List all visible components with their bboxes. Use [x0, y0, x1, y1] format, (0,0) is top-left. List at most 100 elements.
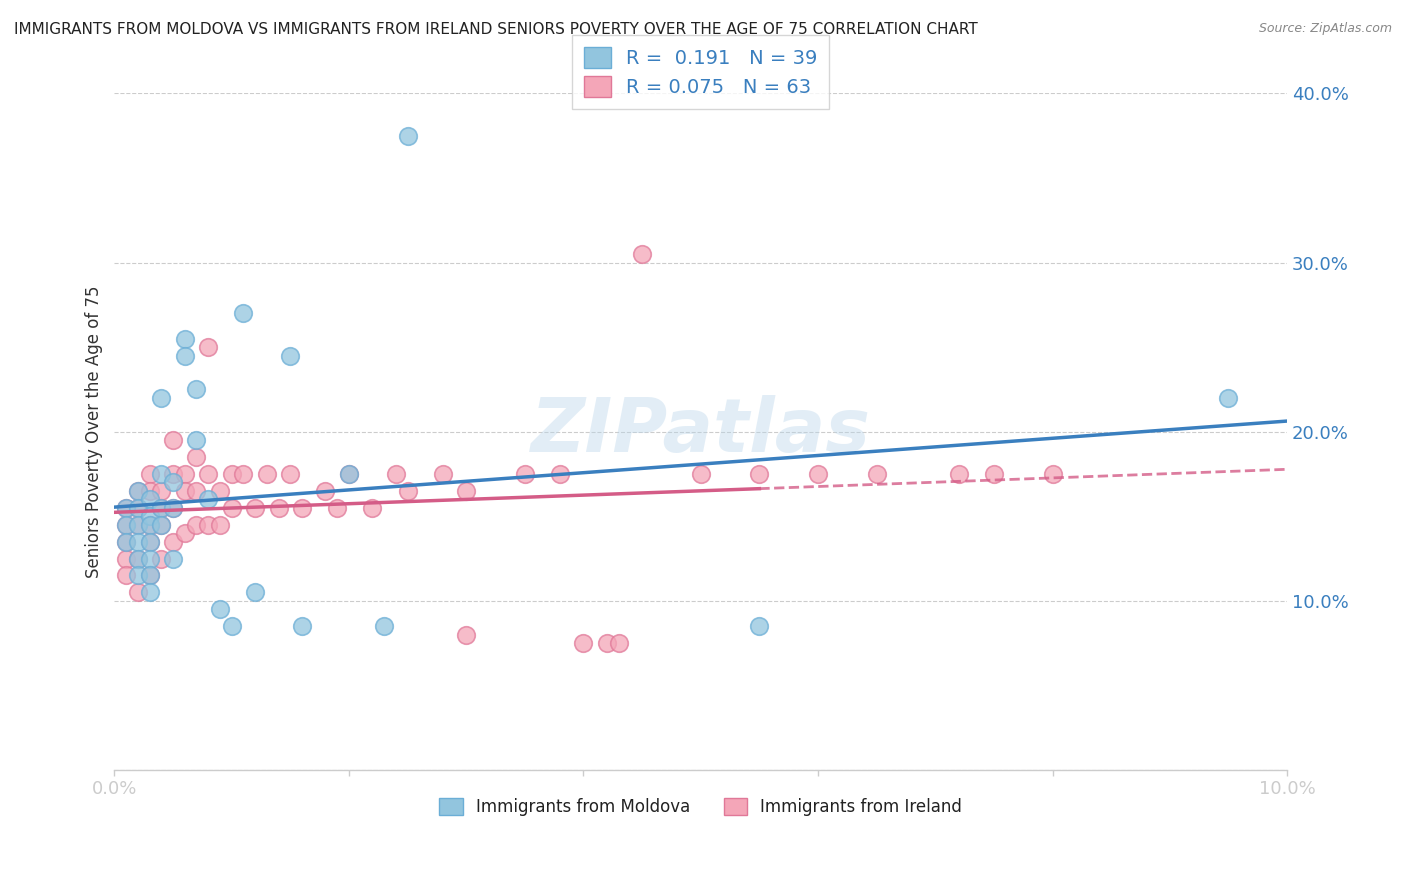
- Point: [162, 500, 184, 515]
- Point: [115, 534, 138, 549]
- Y-axis label: Seniors Poverty Over the Age of 75: Seniors Poverty Over the Age of 75: [86, 285, 103, 578]
- Point: [150, 483, 173, 498]
- Point: [115, 534, 138, 549]
- Point: [432, 467, 454, 481]
- Point: [127, 534, 149, 549]
- Point: [127, 517, 149, 532]
- Point: [162, 551, 184, 566]
- Point: [607, 636, 630, 650]
- Point: [138, 517, 160, 532]
- Point: [278, 349, 301, 363]
- Point: [115, 500, 138, 515]
- Point: [138, 585, 160, 599]
- Point: [221, 619, 243, 633]
- Point: [115, 517, 138, 532]
- Point: [186, 433, 208, 447]
- Point: [173, 332, 195, 346]
- Point: [315, 483, 337, 498]
- Point: [396, 128, 419, 143]
- Point: [138, 551, 160, 566]
- Point: [983, 467, 1005, 481]
- Point: [150, 391, 173, 405]
- Point: [326, 500, 349, 515]
- Point: [150, 517, 173, 532]
- Point: [337, 467, 360, 481]
- Point: [291, 500, 314, 515]
- Point: [127, 517, 149, 532]
- Point: [1218, 391, 1240, 405]
- Point: [232, 306, 254, 320]
- Point: [173, 349, 195, 363]
- Point: [138, 568, 160, 582]
- Point: [150, 467, 173, 481]
- Point: [243, 585, 266, 599]
- Point: [138, 534, 160, 549]
- Point: [396, 483, 419, 498]
- Text: Source: ZipAtlas.com: Source: ZipAtlas.com: [1258, 22, 1392, 36]
- Point: [127, 568, 149, 582]
- Point: [162, 475, 184, 490]
- Point: [456, 483, 478, 498]
- Point: [186, 450, 208, 464]
- Point: [127, 551, 149, 566]
- Point: [278, 467, 301, 481]
- Point: [115, 500, 138, 515]
- Point: [138, 467, 160, 481]
- Point: [456, 628, 478, 642]
- Point: [127, 500, 149, 515]
- Point: [162, 467, 184, 481]
- Point: [1042, 467, 1064, 481]
- Point: [197, 517, 219, 532]
- Point: [572, 636, 595, 650]
- Point: [221, 467, 243, 481]
- Text: ZIPatlas: ZIPatlas: [530, 395, 870, 468]
- Point: [748, 619, 770, 633]
- Point: [127, 585, 149, 599]
- Point: [115, 568, 138, 582]
- Point: [197, 467, 219, 481]
- Point: [138, 517, 160, 532]
- Point: [208, 483, 231, 498]
- Point: [150, 517, 173, 532]
- Text: IMMIGRANTS FROM MOLDOVA VS IMMIGRANTS FROM IRELAND SENIORS POVERTY OVER THE AGE : IMMIGRANTS FROM MOLDOVA VS IMMIGRANTS FR…: [14, 22, 977, 37]
- Point: [162, 534, 184, 549]
- Point: [127, 551, 149, 566]
- Point: [513, 467, 536, 481]
- Point: [807, 467, 830, 481]
- Point: [256, 467, 278, 481]
- Point: [337, 467, 360, 481]
- Point: [631, 247, 654, 261]
- Point: [267, 500, 290, 515]
- Point: [197, 492, 219, 507]
- Point: [548, 467, 571, 481]
- Point: [150, 500, 173, 515]
- Point: [866, 467, 889, 481]
- Point: [127, 500, 149, 515]
- Point: [150, 500, 173, 515]
- Point: [208, 602, 231, 616]
- Point: [232, 467, 254, 481]
- Point: [162, 433, 184, 447]
- Point: [127, 483, 149, 498]
- Point: [173, 483, 195, 498]
- Point: [115, 551, 138, 566]
- Point: [948, 467, 970, 481]
- Point: [361, 500, 384, 515]
- Point: [173, 526, 195, 541]
- Point: [596, 636, 619, 650]
- Point: [221, 500, 243, 515]
- Point: [208, 517, 231, 532]
- Point: [138, 483, 160, 498]
- Point: [243, 500, 266, 515]
- Point: [291, 619, 314, 633]
- Point: [150, 551, 173, 566]
- Point: [197, 340, 219, 354]
- Legend: Immigrants from Moldova, Immigrants from Ireland: Immigrants from Moldova, Immigrants from…: [433, 791, 969, 822]
- Point: [138, 492, 160, 507]
- Point: [689, 467, 711, 481]
- Point: [138, 534, 160, 549]
- Point: [186, 483, 208, 498]
- Point: [748, 467, 770, 481]
- Point: [127, 483, 149, 498]
- Point: [373, 619, 395, 633]
